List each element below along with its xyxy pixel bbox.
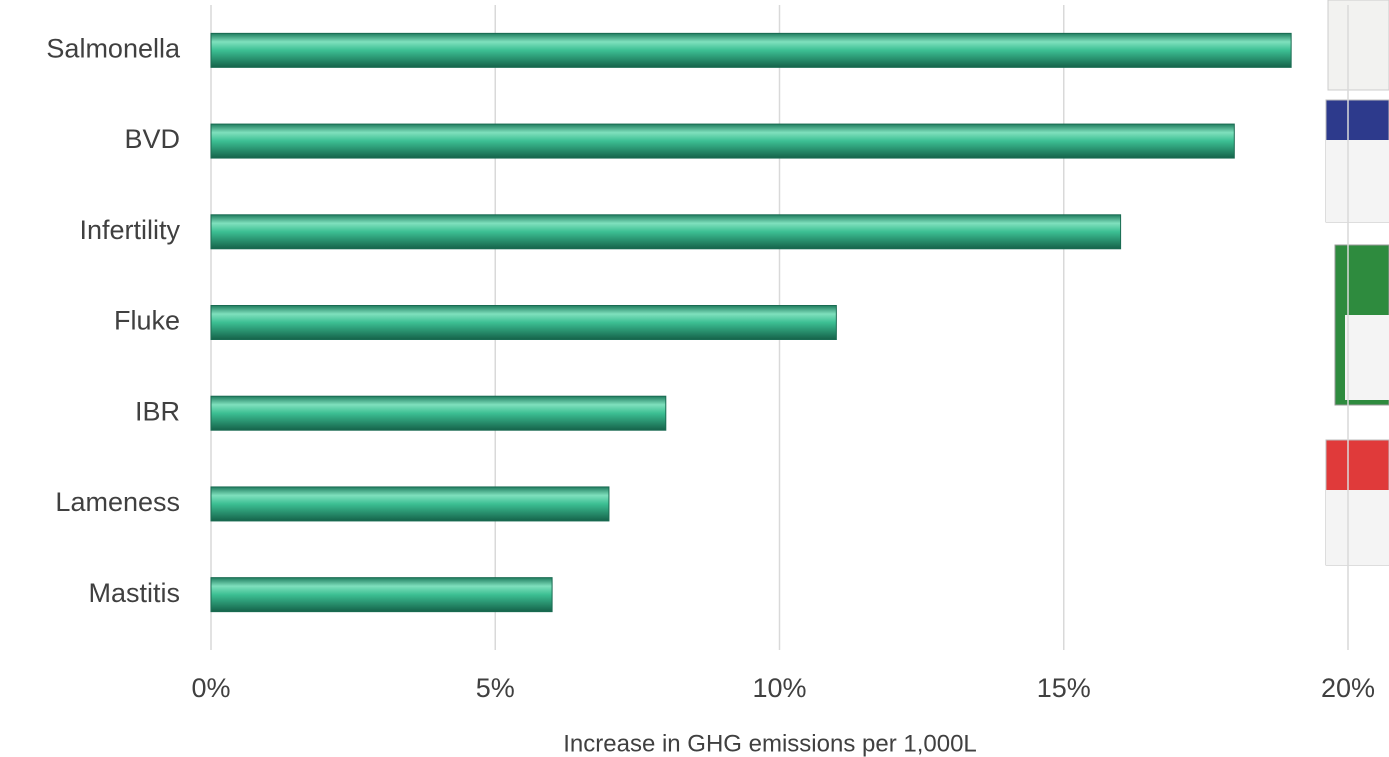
y-tick-label: BVD <box>124 124 180 154</box>
bar <box>210 123 1235 159</box>
x-tick-label: 5% <box>476 673 515 703</box>
y-tick-label: Mastitis <box>88 578 180 608</box>
y-tick-label: Lameness <box>55 487 180 517</box>
x-tick-label: 10% <box>752 673 806 703</box>
x-tick-label: 20% <box>1321 673 1375 703</box>
bar <box>210 214 1122 250</box>
y-tick-label: Infertility <box>79 215 180 245</box>
product-box <box>1327 0 1389 91</box>
product-box-label <box>1326 490 1389 565</box>
product-box-label <box>1326 140 1389 222</box>
bar <box>210 32 1292 68</box>
product-images <box>1325 0 1389 566</box>
bar <box>210 486 610 522</box>
x-axis-title: Increase in GHG emissions per 1,000L <box>563 730 977 757</box>
bar <box>210 577 553 613</box>
x-tick-label: 15% <box>1037 673 1091 703</box>
y-tick-label: Salmonella <box>46 33 181 63</box>
x-tick-label: 0% <box>191 673 230 703</box>
bar <box>210 395 667 431</box>
y-tick-label: Fluke <box>114 306 180 336</box>
product-box-label <box>1345 315 1389 400</box>
bar <box>210 305 837 340</box>
y-tick-label: IBR <box>135 396 180 426</box>
